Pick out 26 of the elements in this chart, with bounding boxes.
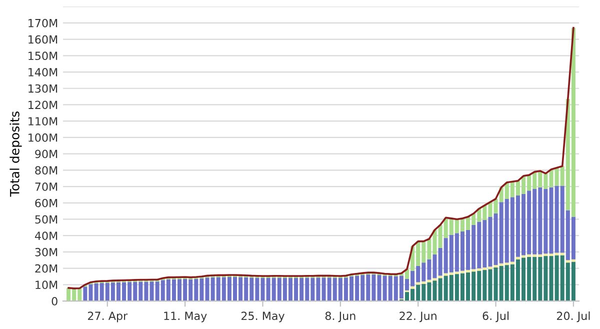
y-axis-title: Total deposits [10,112,22,197]
x-tick-label: 25. May [241,312,284,322]
y-tick-label: 150M [28,52,58,60]
y-tick-label: 40M [34,232,58,240]
y-tick-label: 170M [28,18,58,28]
y-tick-label: 50M [35,215,58,224]
y-tick-label: 100M [28,133,58,142]
x-tick-label: 6. Jul [482,311,508,322]
y-tick-label: 130M [28,84,58,93]
y-tick-label: 140M [28,68,58,76]
y-tick-label: 10M [36,280,58,290]
y-tick-label: 160M [28,35,58,44]
x-tick-label: 20. Jul [556,311,590,322]
y-tick-label: 70M [35,182,58,191]
y-tick-label: 30M [35,248,58,256]
x-tick-label: 11. May [164,312,207,322]
x-tick-label: 22. Jun [400,312,436,322]
y-tick-label: 0 [52,297,58,306]
y-tick-label: 110M [28,117,58,126]
x-tick-label: 8. Jun [325,312,356,322]
x-tick-label: 27. Apr [88,312,128,322]
y-tick-label: 20M [35,264,58,273]
y-tick-label: 120M [28,100,58,110]
y-tick-label: 80M [35,166,58,175]
y-tick-label: 60M [35,198,58,208]
y-tick-label: 90M [35,150,58,158]
